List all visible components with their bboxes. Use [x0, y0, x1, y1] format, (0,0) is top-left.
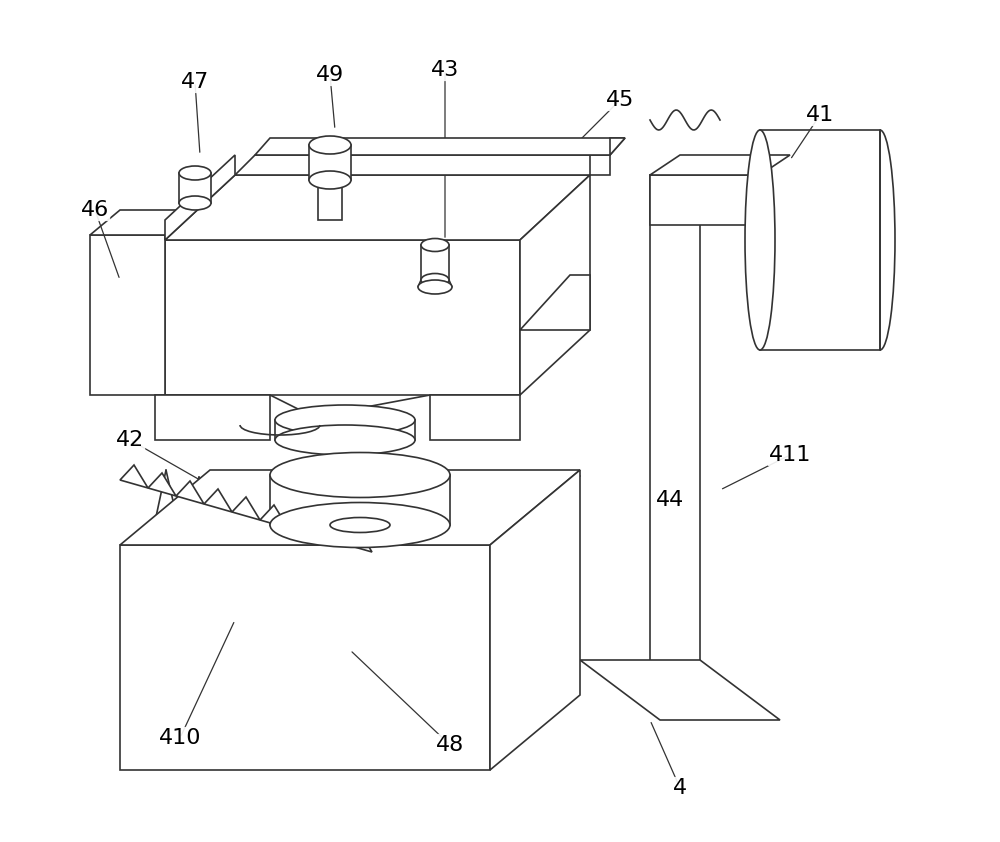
Polygon shape: [120, 545, 490, 770]
Ellipse shape: [330, 518, 390, 532]
Polygon shape: [204, 489, 232, 512]
Polygon shape: [235, 155, 610, 175]
Polygon shape: [120, 465, 148, 488]
Ellipse shape: [275, 425, 415, 455]
Text: 42: 42: [116, 430, 144, 450]
Polygon shape: [520, 175, 590, 395]
Polygon shape: [176, 481, 204, 504]
Polygon shape: [430, 395, 520, 440]
Ellipse shape: [745, 130, 775, 350]
Ellipse shape: [179, 196, 211, 210]
Text: 411: 411: [769, 445, 811, 465]
Ellipse shape: [421, 238, 449, 252]
Polygon shape: [610, 138, 625, 155]
Polygon shape: [580, 660, 780, 720]
Polygon shape: [760, 130, 880, 350]
Text: 45: 45: [606, 90, 634, 110]
Ellipse shape: [270, 452, 450, 498]
Text: 48: 48: [436, 735, 464, 755]
Polygon shape: [120, 470, 580, 545]
Polygon shape: [90, 235, 165, 395]
Polygon shape: [275, 420, 415, 440]
Ellipse shape: [421, 274, 449, 286]
Text: 44: 44: [656, 490, 684, 510]
Text: 43: 43: [431, 60, 459, 80]
Polygon shape: [179, 173, 211, 203]
Ellipse shape: [418, 280, 452, 294]
Polygon shape: [165, 240, 520, 395]
Polygon shape: [165, 175, 590, 240]
Text: 47: 47: [181, 72, 209, 92]
Polygon shape: [270, 475, 450, 525]
Polygon shape: [650, 175, 760, 225]
Text: 46: 46: [81, 200, 109, 220]
Polygon shape: [148, 473, 176, 496]
Polygon shape: [590, 155, 610, 175]
Ellipse shape: [270, 503, 450, 547]
Polygon shape: [90, 210, 195, 235]
Polygon shape: [260, 505, 288, 528]
Polygon shape: [520, 275, 590, 330]
Polygon shape: [309, 145, 351, 180]
Polygon shape: [344, 529, 372, 552]
Polygon shape: [318, 180, 342, 220]
Polygon shape: [650, 155, 790, 175]
Polygon shape: [255, 138, 625, 155]
Text: 49: 49: [316, 65, 344, 85]
Polygon shape: [288, 513, 316, 536]
Polygon shape: [490, 470, 580, 770]
Ellipse shape: [309, 171, 351, 189]
Polygon shape: [232, 497, 260, 520]
Ellipse shape: [309, 136, 351, 154]
Text: 410: 410: [159, 728, 201, 748]
Ellipse shape: [275, 405, 415, 435]
Polygon shape: [650, 175, 700, 700]
Text: 4: 4: [673, 778, 687, 798]
Ellipse shape: [179, 166, 211, 180]
Polygon shape: [421, 245, 449, 280]
Text: 41: 41: [806, 105, 834, 125]
Polygon shape: [418, 280, 452, 287]
Polygon shape: [316, 521, 344, 544]
Polygon shape: [155, 395, 270, 440]
Polygon shape: [165, 155, 235, 240]
